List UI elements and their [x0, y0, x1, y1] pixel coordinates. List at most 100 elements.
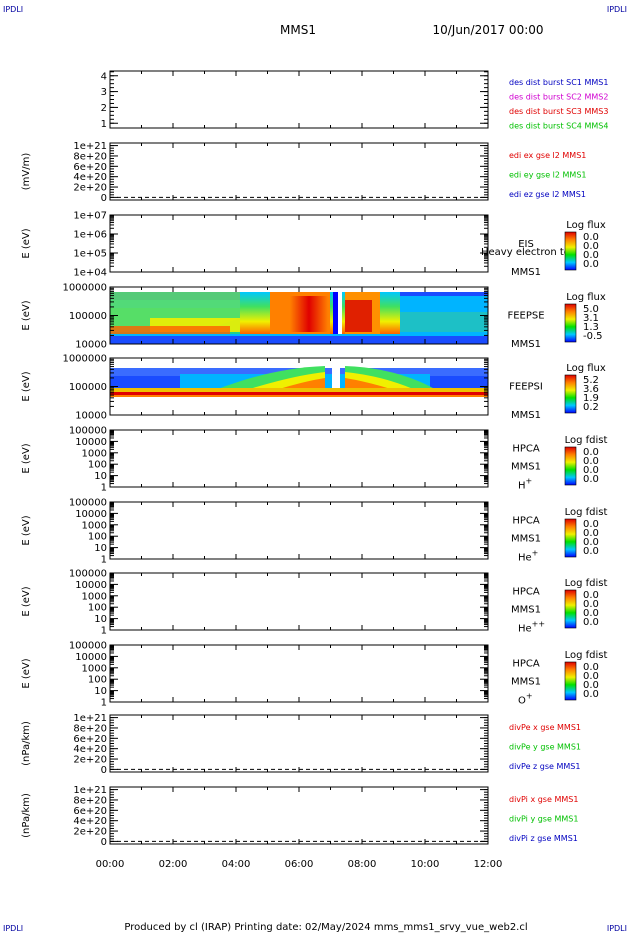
y-axis-label: E (eV) — [21, 371, 32, 401]
y-axis-label: E (eV) — [21, 443, 32, 473]
y-tick-label: 100000 — [69, 311, 107, 322]
colorbar-value: 0.0 — [583, 241, 599, 252]
y-axis-label: E (eV) — [21, 586, 32, 616]
y-axis-label: E (eV) — [21, 300, 32, 330]
panel-frame — [109, 644, 489, 703]
colorbar — [564, 518, 577, 558]
y-axis-label: (nPa/km) — [21, 721, 32, 766]
species-label: He+ — [518, 549, 538, 564]
feeps-ion-spectrogram — [110, 358, 488, 415]
colorbar-title: Log fdist — [565, 435, 608, 446]
colorbar-value: 0.0 — [583, 590, 599, 601]
colorbar-value: 3.6 — [583, 384, 599, 395]
colorbar-value: 0.0 — [583, 662, 599, 673]
y-tick-label: 100 — [88, 532, 107, 543]
species-label: H+ — [518, 477, 532, 492]
colorbar — [564, 374, 577, 414]
instrument-label: EIS — [518, 239, 534, 250]
legend-entry: edi ey gse l2 MMS1 — [509, 171, 587, 180]
colorbar-value: 0.0 — [583, 689, 599, 700]
y-tick-label: 6e+20 — [73, 806, 107, 817]
colorbar-value: 0.0 — [583, 599, 599, 610]
y-tick-label: 4e+20 — [73, 816, 107, 827]
colorbar-value: 5.2 — [583, 375, 599, 386]
instrument-label: MMS1 — [511, 267, 541, 278]
y-tick-label: 6e+20 — [73, 734, 107, 745]
corner-label-top-right: IPDLI — [607, 5, 627, 14]
y-tick-label: 100 — [88, 603, 107, 614]
colorbar-value: 0.0 — [583, 250, 599, 261]
y-tick-label: 1 — [101, 483, 107, 494]
corner-label-bottom-left: IPDLI — [3, 924, 23, 933]
y-tick-label: 0 — [101, 193, 107, 204]
y-tick-label: 0 — [101, 765, 107, 776]
colorbar-value: 0.0 — [583, 232, 599, 243]
instrument-label: HPCA — [512, 516, 540, 527]
feeps-electron-spectrogram — [110, 287, 488, 344]
colorbar-value: 0.0 — [583, 537, 599, 548]
instrument-label: MMS1 — [511, 677, 541, 688]
colorbar-value: 0.0 — [583, 671, 599, 682]
panel-feeps_e: 1000000 100000 10000 E (eV) FEEPSE MMS1 Log fl… — [21, 283, 606, 351]
species-label: O+ — [518, 692, 533, 707]
colorbar-title: Log flux — [566, 363, 606, 374]
panel-burst: 4 3 2 1 des dist burst SC1 MMS1 des dist burs… — [101, 70, 608, 131]
x-tick-label: 06:00 — [285, 859, 314, 870]
y-axis-label: (nPa/km) — [21, 793, 32, 838]
overlay-label: Heavy electron tof — [481, 247, 574, 258]
panel-frame — [109, 714, 489, 773]
footer-credit: Produced by cl (IRAP) Printing date: 02/… — [124, 922, 527, 933]
y-tick-label: 1000 — [82, 448, 107, 459]
legend-entry: divPe x gse MMS1 — [509, 723, 581, 732]
y-tick-label: 10 — [94, 614, 107, 625]
x-tick-label: 08:00 — [348, 859, 377, 870]
y-axis-label: (mV/m) — [21, 153, 32, 191]
colorbar-value: 1.9 — [583, 393, 599, 404]
x-tick-label: 04:00 — [222, 859, 251, 870]
legend-entry: divPe z gse MMS1 — [509, 762, 580, 771]
y-tick-label: 4e+20 — [73, 172, 107, 183]
legend-entry: des dist burst SC3 MMS3 — [509, 107, 608, 116]
y-tick-label: 10000 — [75, 509, 107, 520]
y-tick-label: 6e+20 — [73, 162, 107, 173]
legend-entry: des dist burst SC4 MMS4 — [509, 122, 608, 131]
y-tick-label: 8e+20 — [73, 151, 107, 162]
y-tick-label: 1e+04 — [73, 268, 107, 279]
x-tick-label: 02:00 — [159, 859, 188, 870]
instrument-label: MMS1 — [511, 410, 541, 421]
y-tick-label: 1 — [101, 626, 107, 637]
colorbar-value: 0.0 — [583, 617, 599, 628]
y-tick-label: 10000 — [75, 652, 107, 663]
y-tick-label: 0 — [101, 837, 107, 848]
colorbar-value: 0.0 — [583, 465, 599, 476]
y-tick-label: 10 — [94, 543, 107, 554]
colorbar-value: 0.0 — [583, 474, 599, 485]
colorbar-value: 1.3 — [583, 322, 599, 333]
x-tick-label: 12:00 — [474, 859, 503, 870]
y-tick-label: 2e+20 — [73, 183, 107, 194]
y-tick-label: 2e+20 — [73, 827, 107, 838]
y-tick-label: 1e+21 — [73, 785, 107, 796]
y-tick-label: 1000000 — [62, 354, 107, 365]
colorbar-title: Log fdist — [565, 578, 608, 589]
y-tick-label: 100000 — [69, 498, 107, 509]
y-tick-label: 1 — [101, 555, 107, 566]
instrument-label: HPCA — [512, 659, 540, 670]
instrument-label: MMS1 — [511, 605, 541, 616]
colorbar — [564, 661, 577, 701]
panel-frame — [109, 501, 489, 560]
instrument-label: HPCA — [512, 587, 540, 598]
y-tick-label: 10 — [94, 471, 107, 482]
y-tick-label: 1e+05 — [73, 249, 107, 260]
y-tick-label: 1000 — [82, 520, 107, 531]
y-tick-label: 10 — [94, 686, 107, 697]
colorbar-value: 0.0 — [583, 608, 599, 619]
legend-entry: divPi y gse MMS1 — [509, 815, 578, 824]
y-tick-label: 4e+20 — [73, 744, 107, 755]
y-tick-label: 10000 — [75, 411, 107, 422]
